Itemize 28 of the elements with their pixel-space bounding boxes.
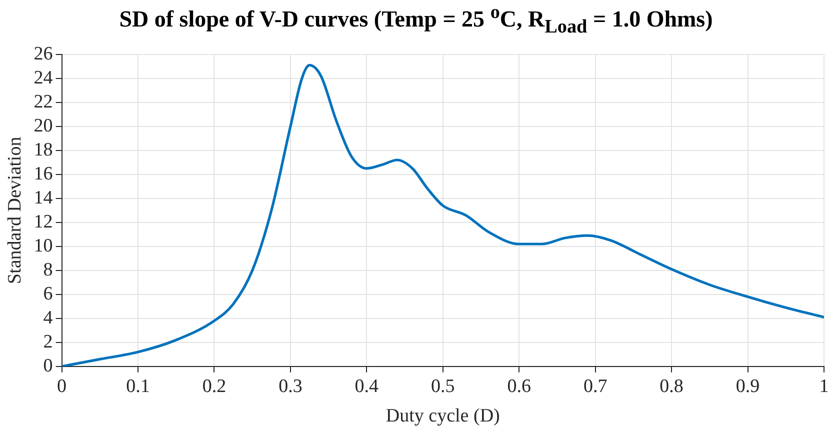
y-tick-label: 16 [34,163,53,184]
x-tick-label: 0.7 [583,376,608,397]
x-tick-label: 0.6 [507,376,531,397]
y-tick-label: 10 [34,235,53,256]
y-tick-label: 22 [34,91,53,112]
x-tick-label: 0.1 [126,376,150,397]
x-tick-label: 0.4 [354,376,380,397]
x-tick-label: 1 [819,376,829,397]
x-tick-label: 0.8 [660,376,684,397]
y-tick-label: 14 [34,187,54,208]
x-tick-label: 0.2 [202,376,226,397]
y-tick-label: 8 [43,259,53,280]
y-tick-label: 24 [34,67,54,88]
y-tick-label: 0 [43,355,53,376]
chart-title: SD of slope of V-D curves (Temp = 25 $^{o}$C, R$_{Load}$ = 1.0 Ohms) [118,2,714,38]
y-tick-label: 26 [34,43,53,64]
x-tick-label: 0.5 [431,376,455,397]
x-tick-label: 0.9 [736,376,760,397]
y-tick-label: 6 [43,283,53,304]
y-tick-label: 20 [34,115,53,136]
y-tick-label: 2 [43,331,53,352]
x-tick-label: 0.3 [278,376,302,397]
x-tick-label: 0 [57,376,67,397]
y-tick-label: 4 [43,307,54,328]
x-axis-title: Duty cycle (D) [386,406,500,427]
y-tick-label: 18 [34,139,53,160]
y-axis-title: Standard Deviation [4,136,26,284]
y-tick-label: 12 [34,211,53,232]
